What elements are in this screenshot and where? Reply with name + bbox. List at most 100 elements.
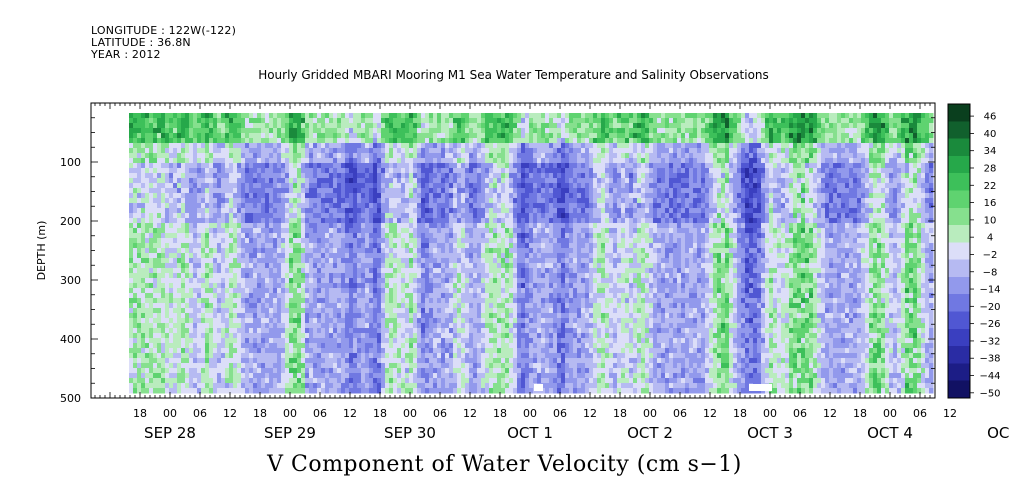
heatmap-cell — [201, 323, 206, 329]
heatmap-cell — [385, 328, 390, 334]
heatmap-cell — [269, 223, 274, 229]
heatmap-cell — [473, 198, 478, 204]
heatmap-cell — [457, 253, 462, 259]
heatmap-cell — [297, 323, 302, 329]
heatmap-cell — [205, 263, 210, 269]
heatmap-cell — [209, 143, 214, 149]
heatmap-cell — [453, 278, 458, 284]
heatmap-cell — [141, 198, 146, 204]
heatmap-cell — [345, 283, 350, 289]
heatmap-cell — [189, 173, 194, 179]
heatmap-cell — [305, 278, 310, 284]
heatmap-cell — [229, 288, 234, 294]
heatmap-cell — [205, 373, 210, 379]
heatmap-cell — [273, 273, 278, 279]
heatmap-cell — [193, 298, 198, 304]
heatmap-cell — [385, 358, 390, 364]
heatmap-cell — [469, 128, 474, 134]
heatmap-cell — [213, 348, 218, 354]
heatmap-cell — [309, 343, 314, 349]
heatmap-cell — [197, 188, 202, 194]
heatmap-cell — [449, 203, 454, 209]
heatmap-cell — [157, 178, 162, 184]
heatmap-cell — [257, 178, 262, 184]
heatmap-cell — [413, 388, 418, 394]
heatmap-cell — [177, 233, 182, 239]
heatmap-cell — [349, 248, 354, 254]
heatmap-cell — [453, 198, 458, 204]
heatmap-cell — [229, 338, 234, 344]
heatmap-cell — [465, 283, 470, 289]
heatmap-cell — [401, 333, 406, 339]
heatmap-cell — [337, 168, 342, 174]
heatmap-cell — [237, 238, 242, 244]
heatmap-cell — [377, 133, 382, 139]
heatmap-cell — [361, 288, 366, 294]
heatmap-cell — [397, 368, 402, 374]
heatmap-cell — [285, 323, 290, 329]
heatmap-cell — [153, 308, 158, 314]
heatmap-cell — [189, 318, 194, 324]
heatmap-cell — [145, 388, 150, 394]
heatmap-cell — [213, 228, 218, 234]
heatmap-cell — [421, 273, 426, 279]
heatmap-cell — [157, 293, 162, 299]
heatmap-cell — [389, 333, 394, 339]
heatmap-cell — [149, 323, 154, 329]
heatmap-cell — [361, 238, 366, 244]
heatmap-cell — [213, 343, 218, 349]
heatmap-cell — [369, 333, 374, 339]
heatmap-cell — [153, 338, 158, 344]
heatmap-cell — [213, 178, 218, 184]
heatmap-cell — [425, 323, 430, 329]
heatmap-cell — [473, 378, 478, 384]
heatmap-cell — [401, 168, 406, 174]
heatmap-cell — [433, 363, 438, 369]
heatmap-cell — [285, 148, 290, 154]
heatmap-cell — [345, 343, 350, 349]
heatmap-cell — [417, 218, 422, 224]
heatmap-cell — [273, 303, 278, 309]
heatmap-cell — [365, 318, 370, 324]
heatmap-cell — [321, 268, 326, 274]
heatmap-cell — [317, 143, 322, 149]
heatmap-cell — [201, 253, 206, 259]
heatmap-cell — [181, 323, 186, 329]
heatmap-cell — [397, 153, 402, 159]
heatmap-cell — [465, 153, 470, 159]
heatmap-cell — [309, 258, 314, 264]
heatmap-cell — [341, 213, 346, 219]
heatmap-cell — [153, 208, 158, 214]
heatmap-cell — [249, 118, 254, 124]
heatmap-cell — [365, 263, 370, 269]
heatmap-cell — [237, 353, 242, 359]
heatmap-cell — [325, 198, 330, 204]
heatmap-cell — [229, 138, 234, 144]
heatmap-cell — [329, 233, 334, 239]
heatmap-cell — [181, 123, 186, 129]
heatmap-cell — [201, 328, 206, 334]
heatmap-cell — [253, 178, 258, 184]
heatmap-cell — [133, 198, 138, 204]
heatmap-cell — [193, 208, 198, 214]
heatmap-cell — [345, 208, 350, 214]
heatmap-cell — [441, 143, 446, 149]
heatmap-cell — [301, 238, 306, 244]
heatmap-cell — [317, 248, 322, 254]
heatmap-cell — [477, 283, 482, 289]
heatmap-cell — [365, 118, 370, 124]
heatmap-cell — [349, 203, 354, 209]
heatmap-cell — [361, 138, 366, 144]
heatmap-cell — [201, 263, 206, 269]
heatmap-cell — [297, 223, 302, 229]
heatmap-cell — [321, 378, 326, 384]
heatmap-cell — [425, 268, 430, 274]
heatmap-cell — [257, 263, 262, 269]
heatmap-cell — [253, 128, 258, 134]
heatmap-cell — [437, 123, 442, 129]
heatmap-cell — [177, 378, 182, 384]
heatmap-cell — [477, 268, 482, 274]
heatmap-cell — [285, 293, 290, 299]
heatmap-cell — [169, 338, 174, 344]
heatmap-cell — [261, 233, 266, 239]
